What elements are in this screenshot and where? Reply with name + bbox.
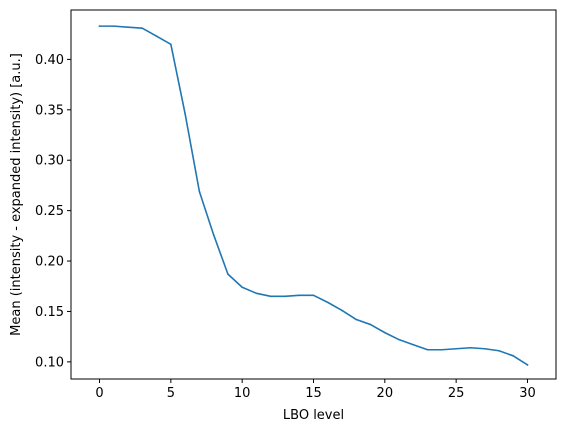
x-tick-label: 10 xyxy=(234,386,251,401)
y-axis-ticks: 0.10 0.15 0.20 0.25 0.30 0.35 0.40 xyxy=(35,53,71,370)
y-tick-label: 0.35 xyxy=(35,103,64,118)
series-layer xyxy=(98,25,529,366)
data-point xyxy=(455,347,457,350)
data-point xyxy=(441,348,443,351)
data-point xyxy=(526,364,529,366)
x-tick-label: 25 xyxy=(448,386,465,401)
data-point xyxy=(312,294,315,297)
x-tick-label: 5 xyxy=(167,386,175,401)
plot-frame xyxy=(70,9,557,380)
data-point xyxy=(127,26,129,28)
y-tick-label: 0.25 xyxy=(35,204,64,219)
x-axis-label: LBO level xyxy=(283,408,344,423)
x-axis-ticks: 0 5 10 15 20 25 30 xyxy=(95,379,536,401)
data-point xyxy=(198,190,201,193)
y-axis-label: Mean (intensity - expanded intensity) [a… xyxy=(9,53,24,336)
data-point xyxy=(398,338,400,341)
data-point xyxy=(498,349,500,352)
data-point xyxy=(98,25,101,27)
data-point xyxy=(184,113,186,115)
data-point xyxy=(212,234,215,236)
data-point xyxy=(170,43,172,46)
data-point xyxy=(284,295,286,298)
data-point xyxy=(512,355,515,357)
data-point xyxy=(355,318,358,321)
data-point xyxy=(112,25,115,27)
y-tick-label: 0.10 xyxy=(35,355,64,370)
y-tick-label: 0.40 xyxy=(35,53,64,68)
data-point xyxy=(326,301,329,304)
y-tick-label: 0.15 xyxy=(35,305,64,320)
data-point xyxy=(155,35,158,38)
data-point xyxy=(141,27,144,29)
x-tick-label: 20 xyxy=(377,386,394,401)
data-point xyxy=(255,292,258,295)
data-point xyxy=(227,273,229,275)
data-point xyxy=(384,331,386,334)
y-tick-label: 0.30 xyxy=(35,154,64,169)
data-point xyxy=(269,295,272,298)
data-point xyxy=(483,347,486,350)
data-point xyxy=(369,323,372,326)
data-point xyxy=(298,294,301,297)
x-tick-label: 0 xyxy=(95,386,103,401)
data-point xyxy=(412,343,415,346)
data-point xyxy=(469,346,472,349)
data-point xyxy=(426,348,429,351)
x-tick-label: 15 xyxy=(305,386,322,401)
data-point xyxy=(341,309,343,312)
plot-background xyxy=(71,10,556,379)
data-point xyxy=(241,286,243,289)
y-tick-label: 0.20 xyxy=(35,255,64,270)
x-tick-label: 30 xyxy=(519,386,536,401)
